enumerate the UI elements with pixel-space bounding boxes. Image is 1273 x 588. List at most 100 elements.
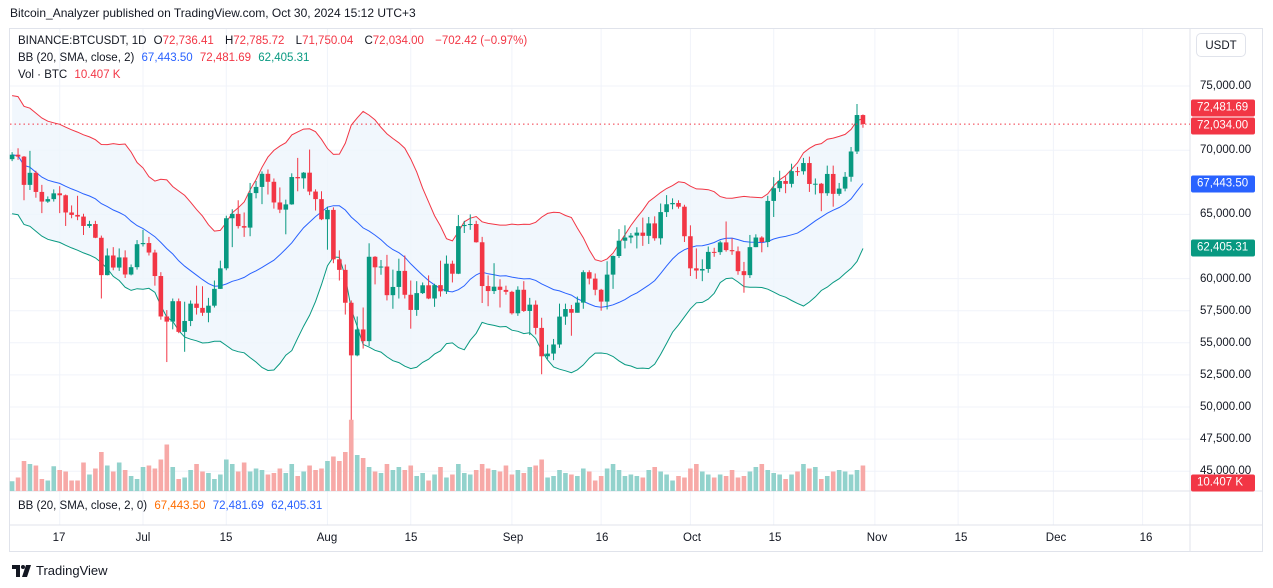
candle-body (456, 226, 461, 274)
volume-bar (63, 471, 68, 491)
volume-bar (515, 470, 521, 491)
volume-bar (521, 473, 527, 491)
candle-body (116, 257, 122, 268)
volume-bar (420, 473, 425, 491)
candle-body (283, 204, 289, 210)
tradingview-logo[interactable]: TradingView (12, 563, 108, 578)
volume-bar (194, 464, 199, 491)
volume-bar (723, 476, 729, 491)
volume-bar (586, 471, 592, 491)
currency-button[interactable]: USDT (1196, 33, 1246, 57)
volume-bar (146, 465, 152, 491)
price-label-bb-upper: 72,481.69 (1191, 99, 1255, 117)
volume-bar (295, 476, 300, 491)
volume-bar (51, 466, 57, 491)
candle-body (688, 236, 693, 269)
price-tick: 60,000.00 (1200, 272, 1252, 285)
candle-body (81, 216, 86, 226)
candle-body (729, 250, 735, 252)
volume-bar (711, 477, 717, 491)
price-tick: 45,000.00 (1200, 465, 1252, 478)
volume-bar (759, 464, 765, 491)
time-tick: 15 (219, 532, 233, 544)
volume-bar (93, 468, 98, 491)
candle-body (527, 304, 533, 311)
candle-body (705, 251, 711, 269)
volume-bar (658, 471, 663, 491)
volume-bar (122, 470, 128, 491)
candle-body (682, 206, 687, 237)
volume-bar (854, 470, 860, 491)
candle-body (795, 171, 800, 173)
candle-body (503, 289, 509, 292)
time-tick: Oct (683, 532, 701, 544)
volume-bar (21, 461, 27, 491)
volume-bar (438, 467, 443, 491)
lower-pane-legend[interactable]: BB (20, SMA, close, 2, 0) 67,443.50 72,4… (18, 500, 326, 512)
time-tick: 15 (954, 532, 968, 544)
candle-body (229, 213, 235, 219)
volume-bar (9, 481, 15, 491)
candle-body (581, 272, 586, 303)
candle-body (390, 286, 396, 296)
open-label: O (153, 35, 163, 47)
volume-bar (75, 480, 80, 491)
volume-bar (325, 461, 330, 491)
candle-body (854, 115, 860, 152)
volume-bar (408, 465, 414, 491)
volume-bar (592, 480, 598, 491)
volume-bar (616, 470, 622, 491)
volume-bar (509, 474, 515, 491)
candle-body (348, 302, 354, 356)
volume-bar (140, 467, 146, 491)
volume-bar (789, 474, 794, 491)
lower-bb-label: BB (20, SMA, close, 2, 0) (18, 500, 148, 512)
volume-bar (581, 468, 586, 491)
candle-body (604, 274, 610, 302)
volume-bar (414, 476, 419, 491)
candle-body (265, 173, 271, 182)
volume-bar (229, 464, 235, 491)
time-tick: Aug (316, 532, 338, 544)
volume-bar (682, 477, 687, 491)
candle-body (93, 224, 98, 238)
volume-bar (848, 474, 854, 491)
lower-bb-upper: 72,481.69 (212, 500, 264, 512)
volume-bar (807, 468, 812, 491)
candle-body (741, 271, 747, 276)
candle-body (289, 177, 295, 205)
candle-body (664, 204, 669, 213)
volume-bar (265, 474, 271, 491)
candle-body (360, 329, 366, 342)
high-value: 72,785.72 (233, 35, 285, 47)
candle-body (557, 316, 562, 345)
candle-body (366, 256, 372, 342)
price-label-bb-basis: 67,443.50 (1191, 175, 1255, 193)
volume-bar (289, 464, 295, 491)
candle-body (15, 154, 21, 157)
candle-body (301, 172, 306, 179)
volume-bar (670, 480, 675, 491)
volume-value: 10.407 K (74, 69, 121, 81)
volume-label: Vol · BTC (18, 69, 68, 81)
volume-legend[interactable]: Vol · BTC 10.407 K (18, 69, 124, 81)
volume-bar (343, 452, 348, 491)
volume-bar (717, 474, 723, 491)
bb-lower-value: 62,405.31 (258, 52, 310, 64)
bb-legend[interactable]: BB (20, SMA, close, 2) 67,443.50 72,481.… (18, 52, 313, 64)
price-tick: 50,000.00 (1200, 401, 1252, 413)
footer-brand: TradingView (36, 563, 108, 578)
symbol-name[interactable]: BINANCE:BTCUSDT, 1D (18, 35, 147, 47)
volume-bar (235, 471, 241, 491)
volume-bar (170, 467, 176, 491)
candle-body (497, 286, 503, 290)
volume-bar (688, 468, 693, 491)
volume-bar (176, 479, 181, 491)
volume-bar (622, 476, 628, 491)
volume-bar (604, 468, 610, 491)
volume-bar (218, 474, 223, 491)
candle-body (711, 251, 717, 253)
candle-body (467, 224, 473, 226)
volume-bar (372, 471, 378, 491)
